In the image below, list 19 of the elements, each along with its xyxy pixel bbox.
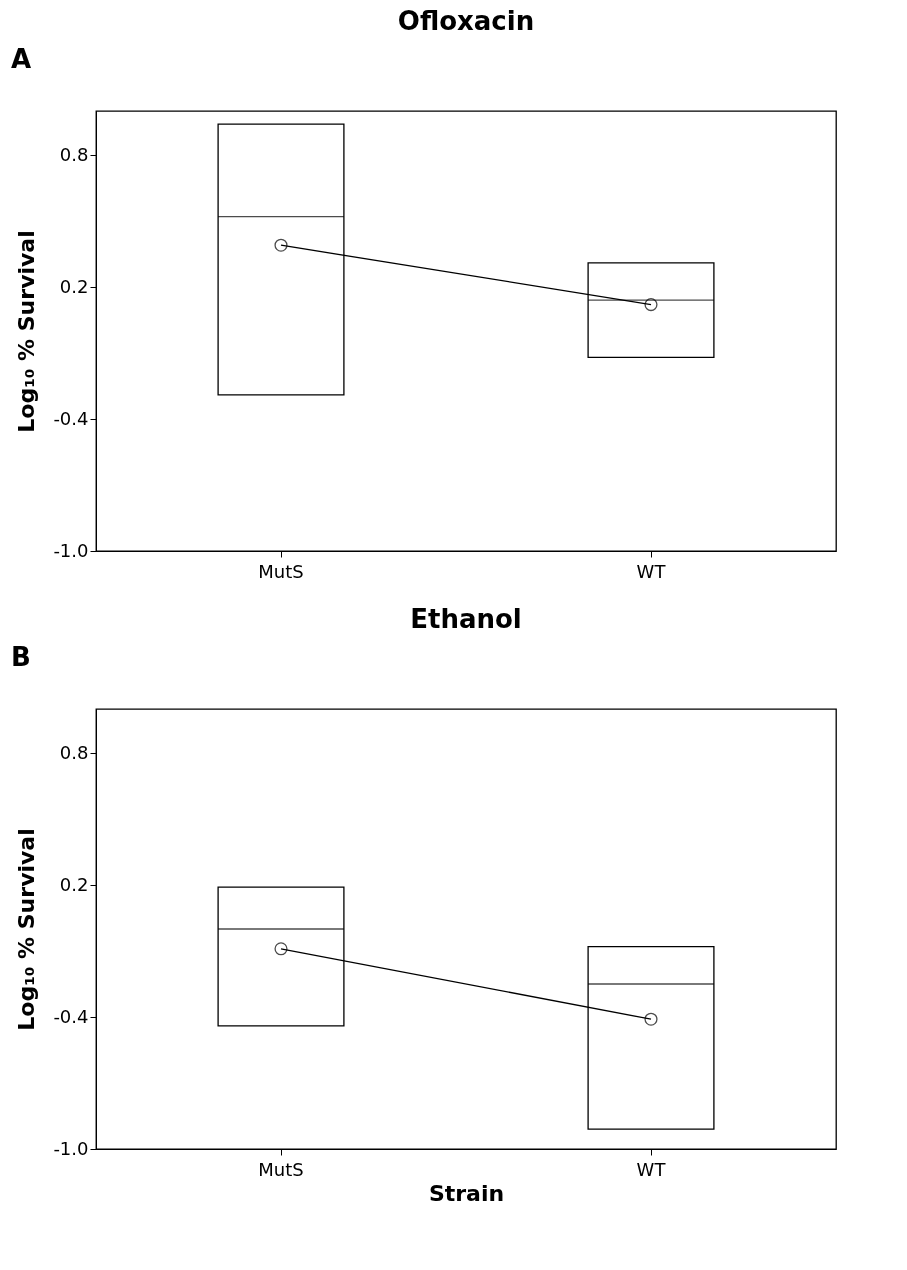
y-tick-label: -1.0 <box>53 1137 89 1159</box>
chart-title: Ethanol <box>410 604 522 634</box>
y-tick-label: 0.2 <box>59 275 89 297</box>
y-axis-title: Log₁₀ % Survival <box>14 230 40 433</box>
text: A <box>11 44 32 74</box>
y-tick-label: 0.8 <box>59 143 89 165</box>
y-tick-label: -1.0 <box>53 539 89 561</box>
x-axis-title: Strain <box>428 1180 505 1206</box>
y-axis-title: Log₁₀ % Survival <box>14 828 40 1031</box>
x-tick-label: WT <box>636 1158 667 1180</box>
chart-title: Ofloxacin <box>397 6 535 36</box>
x-tick-label: WT <box>636 560 667 582</box>
y-tick-label: 0.8 <box>59 741 89 763</box>
y-tick-label: 0.2 <box>59 873 89 895</box>
text: B <box>11 642 31 672</box>
y-tick-label: -0.4 <box>53 407 89 429</box>
x-tick-label: MutS <box>258 1158 304 1180</box>
x-tick-label: MutS <box>258 560 304 582</box>
y-tick-label: -0.4 <box>53 1005 89 1027</box>
